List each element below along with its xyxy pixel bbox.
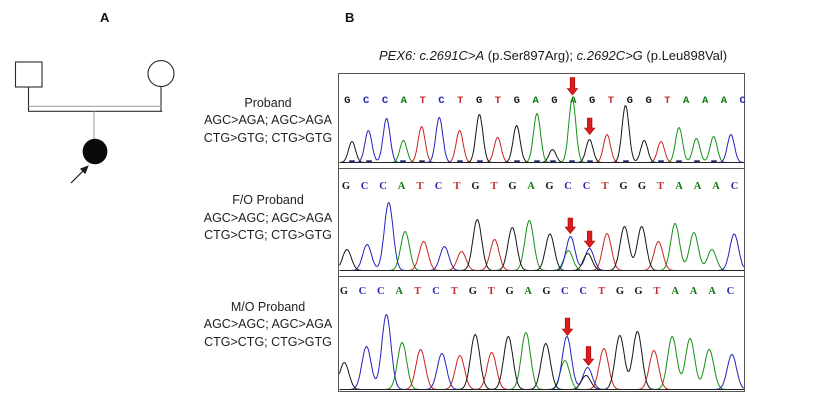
svg-text:C: C <box>727 286 735 297</box>
svg-text:A: A <box>712 181 720 192</box>
svg-text:G: G <box>471 181 479 192</box>
svg-text:T: T <box>419 95 425 107</box>
svg-text:A: A <box>675 181 683 192</box>
svg-text:A: A <box>398 181 406 192</box>
svg-text:T: T <box>414 286 421 297</box>
svg-text:T: T <box>601 181 608 192</box>
svg-text:G: G <box>645 95 651 107</box>
svg-text:A: A <box>690 286 698 297</box>
svg-text:T: T <box>488 286 495 297</box>
svg-text:C: C <box>377 286 385 297</box>
svg-text:G: G <box>551 95 557 107</box>
svg-text:G: G <box>627 95 633 107</box>
svg-text:T: T <box>653 286 660 297</box>
svg-text:A: A <box>708 286 716 297</box>
svg-text:T: T <box>451 286 458 297</box>
svg-text:G: G <box>469 286 477 297</box>
svg-text:A: A <box>702 95 709 107</box>
svg-text:T: T <box>664 95 670 107</box>
svg-text:T: T <box>453 181 460 192</box>
svg-text:G: G <box>619 181 627 192</box>
svg-text:A: A <box>524 286 532 297</box>
svg-text:C: C <box>382 95 389 107</box>
svg-text:G: G <box>545 181 553 192</box>
svg-text:G: G <box>506 286 514 297</box>
svg-text:T: T <box>657 181 664 192</box>
svg-text:G: G <box>344 95 350 107</box>
svg-text:C: C <box>363 95 370 107</box>
svg-text:A: A <box>671 286 679 297</box>
svg-text:G: G <box>634 286 642 297</box>
svg-text:G: G <box>514 95 520 107</box>
svg-text:A: A <box>721 95 728 107</box>
svg-text:G: G <box>589 95 595 107</box>
svg-text:C: C <box>579 286 587 297</box>
svg-text:A: A <box>401 95 408 107</box>
svg-text:G: G <box>476 95 482 107</box>
svg-text:A: A <box>532 95 539 107</box>
svg-text:T: T <box>490 181 497 192</box>
svg-text:C: C <box>740 95 747 107</box>
svg-text:C: C <box>379 181 387 192</box>
svg-text:C: C <box>561 286 569 297</box>
svg-text:A: A <box>527 181 535 192</box>
svg-text:C: C <box>435 181 443 192</box>
svg-text:C: C <box>583 181 591 192</box>
svg-text:G: G <box>638 181 646 192</box>
svg-text:C: C <box>359 286 367 297</box>
svg-text:G: G <box>616 286 624 297</box>
svg-text:T: T <box>495 95 501 107</box>
svg-text:G: G <box>542 286 550 297</box>
svg-text:T: T <box>608 95 614 107</box>
svg-text:C: C <box>731 181 739 192</box>
svg-text:C: C <box>361 181 369 192</box>
svg-text:C: C <box>432 286 440 297</box>
svg-text:G: G <box>508 181 516 192</box>
svg-text:G: G <box>342 181 350 192</box>
svg-text:G: G <box>340 286 348 297</box>
svg-text:T: T <box>457 95 463 107</box>
svg-text:C: C <box>564 181 572 192</box>
svg-text:A: A <box>694 181 702 192</box>
svg-text:A: A <box>395 286 403 297</box>
svg-text:A: A <box>683 95 690 107</box>
svg-text:T: T <box>598 286 605 297</box>
svg-text:T: T <box>416 181 423 192</box>
svg-text:C: C <box>438 95 445 107</box>
